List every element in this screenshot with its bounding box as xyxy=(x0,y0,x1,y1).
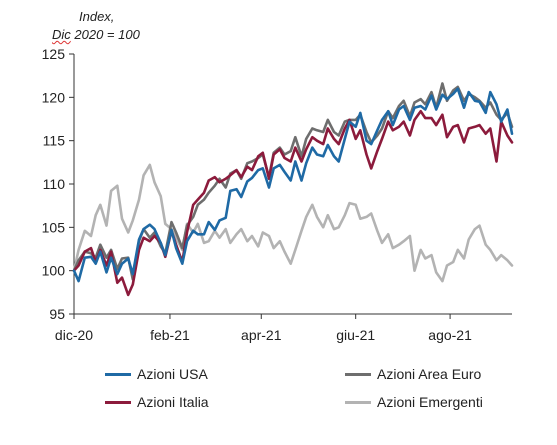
y-axis-title-line1: Index, xyxy=(79,9,115,24)
y-tick-label: 120 xyxy=(42,89,66,105)
legend-swatch xyxy=(105,372,131,376)
legend-item-azioni-usa: Azioni USA xyxy=(105,366,345,382)
y-tick-label: 105 xyxy=(42,219,66,235)
x-tick-label: dic-20 xyxy=(55,327,93,343)
legend-swatch xyxy=(345,400,371,404)
axes: 95 100 105 110 115 120 125 dic-20 feb-21 apr-21 gi… xyxy=(42,46,512,343)
legend-swatch xyxy=(345,372,371,376)
y-axis-title-line2: Dic 2020 = 100 xyxy=(52,27,140,42)
series-lines xyxy=(72,82,514,297)
legend-label: Azioni USA xyxy=(137,366,208,382)
y-tick-label: 100 xyxy=(42,263,66,279)
legend-item-azioni-italia: Azioni Italia xyxy=(105,394,345,410)
y-tick-label: 125 xyxy=(42,46,66,62)
legend-item-azioni-area-euro: Azioni Area Euro xyxy=(345,366,525,382)
series-line-azioni-usa xyxy=(72,87,514,283)
y-axis-title-rest: 2020 = 100 xyxy=(70,27,140,42)
y-tick-label: 110 xyxy=(43,176,66,192)
y-tick-label: 95 xyxy=(49,306,65,322)
y-tick-label: 115 xyxy=(43,133,66,149)
x-tick-label: giu-21 xyxy=(336,327,375,343)
y-axis-title-abbr: Dic xyxy=(52,27,71,42)
legend-label: Azioni Area Euro xyxy=(377,366,482,382)
x-tick-label: feb-21 xyxy=(150,327,190,343)
legend-item-azioni-emergenti: Azioni Emergenti xyxy=(345,394,525,410)
legend-label: Azioni Italia xyxy=(137,394,209,410)
series-line-azioni-area-euro xyxy=(72,82,514,281)
legend-label: Azioni Emergenti xyxy=(377,394,483,410)
x-tick-label: apr-21 xyxy=(241,327,282,343)
series-line-azioni-italia xyxy=(72,109,514,297)
x-tick-label: ago-21 xyxy=(428,327,472,343)
series-line-azioni-emergenti xyxy=(72,163,514,283)
legend: Azioni USA Azioni Area Euro Azioni Italia A… xyxy=(105,366,525,410)
legend-swatch xyxy=(105,400,131,404)
